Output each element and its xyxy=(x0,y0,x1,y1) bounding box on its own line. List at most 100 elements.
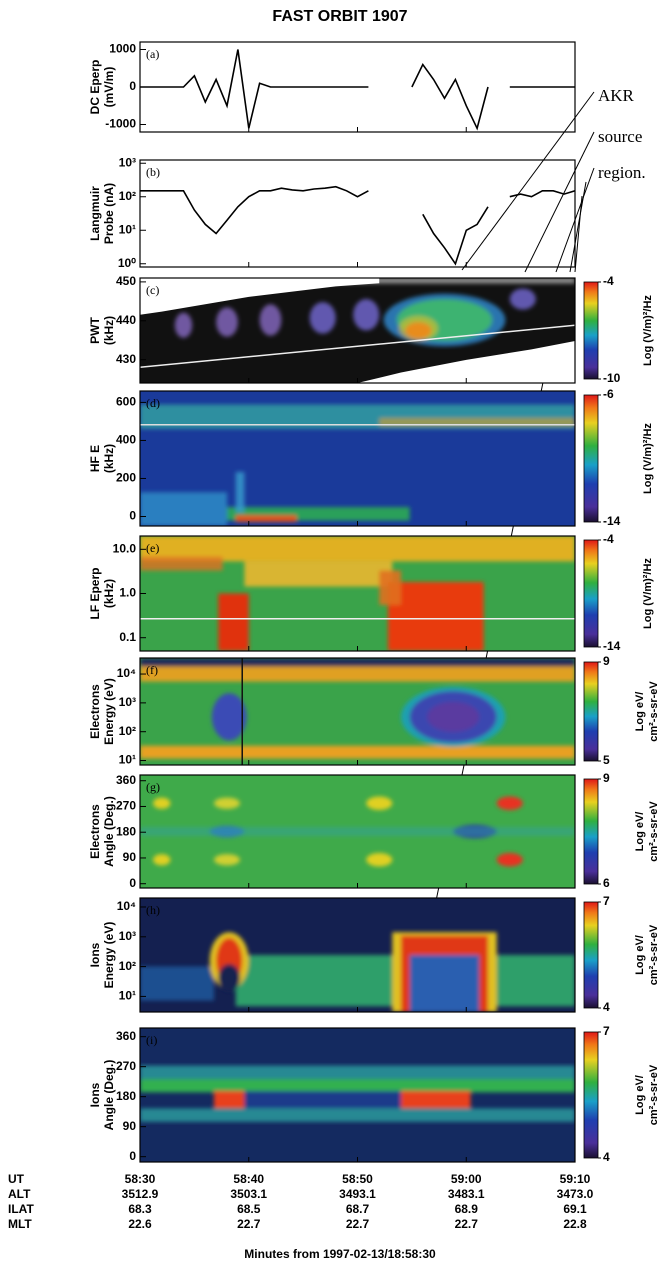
y-axis-label: (kHz) xyxy=(102,444,116,473)
x-tick-label: 3493.1 xyxy=(339,1187,376,1201)
y-tick-label: 0 xyxy=(129,509,136,523)
spectrogram-region xyxy=(174,312,193,338)
chart-title: FAST ORBIT 1907 xyxy=(272,8,407,25)
colorbar-tick-label: -4 xyxy=(603,532,614,546)
panel-letter: (e) xyxy=(146,541,159,555)
y-tick-label: 600 xyxy=(116,395,136,409)
spectrogram xyxy=(140,658,575,759)
y-axis-label: (kHz) xyxy=(102,316,116,345)
spectrogram-region xyxy=(140,1078,575,1093)
spectrogram-region xyxy=(140,666,575,682)
spectrogram-region xyxy=(366,852,393,867)
annotation: AKR xyxy=(598,86,635,105)
y-tick-label: 10² xyxy=(119,189,136,203)
x-tick-label: 58:40 xyxy=(233,1172,264,1186)
spectrogram-region xyxy=(213,797,241,809)
x-tick-label: 3512.9 xyxy=(122,1187,159,1201)
y-tick-label: 360 xyxy=(116,773,136,787)
reference-line xyxy=(140,324,575,368)
spectrogram-region xyxy=(140,826,575,837)
annotation: source xyxy=(598,127,642,146)
x-tick-label: 22.7 xyxy=(346,1217,370,1231)
colorbar-label: Log eV/ xyxy=(634,692,646,732)
y-tick-label: 10⁴ xyxy=(117,666,136,680)
spectrogram-region xyxy=(153,854,171,866)
panel-letter: (c) xyxy=(146,283,159,297)
spectrogram-region xyxy=(140,1065,575,1079)
y-tick-label: 0.1 xyxy=(119,630,136,644)
plot-area xyxy=(140,775,575,888)
panel-letter: (f) xyxy=(146,663,158,677)
colorbar-tick-label: 6 xyxy=(603,876,610,890)
spectrogram-region xyxy=(235,515,297,522)
y-tick-label: 360 xyxy=(116,1029,136,1043)
colorbar-label: cm²-s-sr-eV xyxy=(648,801,660,862)
panel: (d) 600 400 200 0 HF E (kHz) -6 -14 Log (V/m)²/Hz xyxy=(88,387,654,528)
spectrogram-region xyxy=(213,854,241,866)
spectrogram-region xyxy=(140,1108,575,1122)
panel-frame xyxy=(139,159,576,268)
spectrogram-region xyxy=(244,1090,401,1109)
x-tick-label: 3503.1 xyxy=(230,1187,267,1201)
no-data-region xyxy=(357,341,575,383)
y-tick-label: 10² xyxy=(119,724,136,738)
y-axis-label: Probe (nA) xyxy=(102,183,116,244)
colorbar-label: cm²-s-sr-eV xyxy=(648,681,660,742)
plot-area xyxy=(140,536,575,651)
spectrogram-region xyxy=(140,556,223,571)
y-tick-label: -1000 xyxy=(105,117,136,131)
spectrogram-region xyxy=(496,796,523,811)
y-tick-label: 10¹ xyxy=(119,989,136,1003)
spectrogram-region xyxy=(218,593,249,651)
x-tick-label: 69.1 xyxy=(563,1202,587,1216)
y-tick-label: 10¹ xyxy=(119,222,136,236)
panel-letter: (g) xyxy=(146,780,160,794)
panel: (c) 450 440 430 PWT (kHz) -4 -10 Log (V/m)²/Hz xyxy=(88,274,654,385)
y-tick-label: 270 xyxy=(116,799,136,813)
spectrogram-region xyxy=(398,315,438,341)
x-tick-label: 68.9 xyxy=(455,1202,479,1216)
y-tick-label: 0 xyxy=(129,79,136,93)
colorbar xyxy=(583,901,599,1009)
colorbar-tick-label: -4 xyxy=(603,274,614,288)
plot-area xyxy=(140,658,575,765)
colorbar-tick-label: 4 xyxy=(603,1150,610,1164)
y-tick-label: 10⁴ xyxy=(117,899,136,913)
spectrogram-region xyxy=(496,852,523,867)
y-tick-label: 1000 xyxy=(109,42,136,56)
annotation: region. xyxy=(598,163,646,182)
spectrogram-region xyxy=(211,693,247,741)
y-tick-label: 10³ xyxy=(119,695,136,709)
plot-area xyxy=(140,278,575,383)
y-tick-label: 200 xyxy=(116,471,136,485)
colorbar xyxy=(583,778,599,885)
y-axis-label: Ions xyxy=(88,942,102,967)
spectrogram-region xyxy=(140,658,575,669)
x-tick-label: 68.5 xyxy=(237,1202,261,1216)
colorbar-label: cm²-s-sr-eV xyxy=(648,1064,660,1125)
y-axis-label: Energy (eV) xyxy=(102,678,116,745)
colorbar-tick-label: 5 xyxy=(603,753,610,767)
spectrogram-region xyxy=(379,570,401,605)
spectrogram-region xyxy=(366,796,393,811)
plot-area xyxy=(140,185,575,266)
colorbar-label: Log eV/ xyxy=(634,1075,646,1115)
panel-letter: (h) xyxy=(146,903,160,917)
data-line xyxy=(140,49,575,131)
spectrogram-region xyxy=(140,492,227,526)
colorbar-tick-label: -14 xyxy=(603,639,621,653)
y-tick-label: 10⁰ xyxy=(118,256,136,270)
x-tick-label: 22.7 xyxy=(455,1217,479,1231)
plot-area xyxy=(140,49,575,131)
y-tick-label: 10.0 xyxy=(113,541,137,555)
spectrogram-region xyxy=(140,745,575,759)
y-tick-label: 270 xyxy=(116,1059,136,1073)
panel: (g) 360 270 180 90 0 Electrons Angle (Deg.) 9 6 Lo… xyxy=(88,771,660,890)
panel: (h) 10⁴ 10³ 10² 10¹ Ions Energy (eV) 7 4 Log eV/c… xyxy=(88,894,660,1014)
y-axis-label: Ions xyxy=(88,1082,102,1107)
no-data-region xyxy=(140,278,380,315)
plot-area xyxy=(140,1028,575,1162)
spectrogram-region xyxy=(235,472,245,513)
